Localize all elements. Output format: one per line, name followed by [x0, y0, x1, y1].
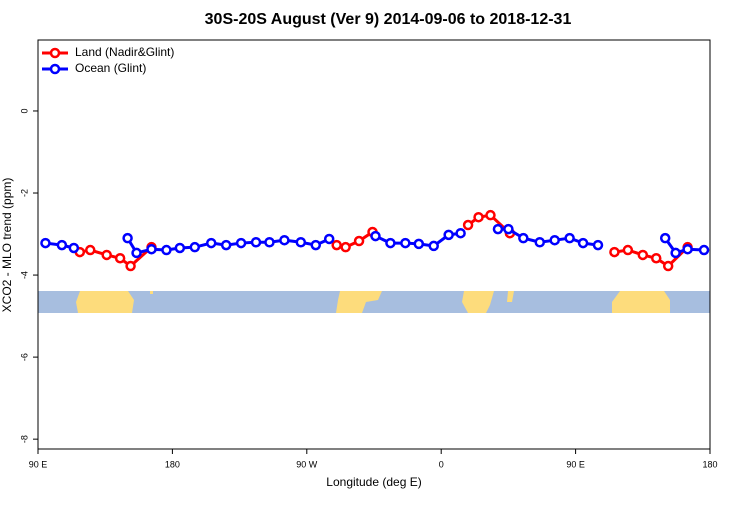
data-point	[443, 229, 454, 241]
data-point	[310, 239, 322, 251]
chart-title: 30S-20S August (Ver 9) 2014-09-06 to 201…	[205, 11, 572, 28]
data-point	[323, 233, 335, 245]
data-point	[518, 232, 529, 244]
data-point	[370, 230, 381, 242]
x-tick-label: 90 E	[29, 459, 48, 469]
data-point	[659, 232, 671, 244]
data-point	[503, 223, 514, 235]
x-axis-label: Longitude (deg E)	[326, 475, 421, 489]
y-axis-label: XCO2 - MLO trend (ppm)	[0, 178, 14, 313]
legend-marker	[49, 47, 61, 59]
y-tick-label: -4	[19, 271, 29, 279]
data-point	[122, 232, 133, 244]
data-point	[68, 242, 80, 254]
data-point	[264, 236, 275, 248]
data-point	[174, 242, 186, 254]
legend-label: Land (Nadir&Glint)	[75, 45, 174, 59]
data-point	[250, 236, 262, 248]
data-point	[331, 239, 342, 251]
data-point	[385, 237, 396, 249]
series-line	[79, 213, 689, 268]
data-point	[492, 223, 504, 235]
data-point	[340, 241, 351, 253]
data-point	[101, 249, 112, 261]
data-point	[428, 240, 439, 252]
data-point	[161, 244, 172, 256]
data-point	[662, 260, 674, 272]
legend-label: Ocean (Glint)	[75, 61, 146, 75]
data-point	[473, 211, 484, 223]
data-point	[131, 247, 142, 259]
data-point	[85, 244, 96, 256]
x-tick-label: 90 W	[296, 459, 318, 469]
x-tick-label: 180	[165, 459, 180, 469]
data-point	[462, 219, 474, 231]
data-point	[609, 246, 620, 258]
data-point	[622, 244, 634, 256]
data-point	[637, 249, 649, 261]
legend-marker	[49, 63, 61, 75]
data-point	[400, 237, 411, 249]
data-point	[279, 234, 290, 246]
data-point	[146, 243, 157, 255]
x-tick-label: 0	[439, 459, 444, 469]
y-tick-label: -8	[19, 435, 29, 443]
data-point	[220, 239, 232, 251]
data-point	[670, 247, 681, 259]
data-point	[577, 237, 589, 249]
data-point	[485, 209, 496, 221]
data-point	[114, 252, 126, 264]
x-tick-label: 180	[702, 459, 717, 469]
y-tick-label: -2	[19, 189, 29, 197]
land-ocean-strip	[38, 291, 710, 313]
data-point	[592, 239, 604, 251]
data-point	[125, 260, 136, 272]
y-tick-label: -6	[19, 353, 29, 361]
x-tick-label: 90 E	[566, 459, 585, 469]
data-point	[455, 227, 466, 239]
data-point	[698, 244, 710, 256]
y-tick-label: 0	[19, 108, 29, 113]
plot-frame	[37, 39, 711, 450]
data-point	[40, 237, 51, 249]
data-point	[564, 232, 575, 244]
data-point	[189, 241, 201, 253]
data-point	[56, 239, 68, 251]
data-point	[413, 238, 425, 250]
data-point	[534, 236, 546, 248]
data-point	[650, 252, 662, 264]
data-point	[295, 236, 307, 248]
data-point	[353, 235, 365, 247]
data-point	[549, 234, 560, 246]
data-point	[682, 243, 693, 255]
data-point	[235, 237, 247, 249]
data-point	[205, 237, 217, 249]
